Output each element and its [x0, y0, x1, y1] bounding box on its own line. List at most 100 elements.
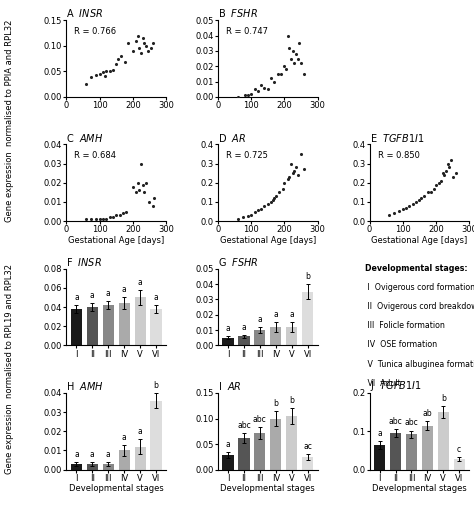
- X-axis label: Gestational Age [days]: Gestational Age [days]: [371, 236, 467, 245]
- Point: [132, 37, 140, 45]
- Bar: [286, 327, 297, 345]
- Text: G  $\it{FSHR}$: G $\it{FSHR}$: [218, 256, 259, 268]
- Point: [442, 167, 450, 175]
- Text: a: a: [257, 315, 262, 324]
- Point: [112, 60, 120, 68]
- Point: [149, 202, 156, 210]
- Point: [430, 184, 438, 192]
- Point: [149, 39, 156, 47]
- Bar: [286, 416, 297, 470]
- Point: [276, 188, 283, 196]
- X-axis label: Gestational Age [days]: Gestational Age [days]: [68, 236, 164, 245]
- Point: [281, 62, 288, 70]
- Point: [301, 165, 308, 173]
- Point: [284, 175, 292, 183]
- Point: [88, 73, 95, 81]
- Point: [440, 171, 448, 179]
- Point: [264, 200, 272, 208]
- Point: [289, 169, 297, 177]
- Point: [119, 210, 127, 218]
- Text: a: a: [90, 450, 95, 459]
- Point: [114, 55, 122, 63]
- Point: [273, 192, 280, 200]
- Bar: [270, 419, 282, 470]
- Point: [417, 194, 425, 202]
- Text: b: b: [305, 272, 310, 281]
- Text: a: a: [289, 310, 294, 319]
- Text: a: a: [377, 429, 382, 438]
- Point: [102, 215, 110, 223]
- Text: B  $\it{FSHR}$: B $\it{FSHR}$: [218, 8, 258, 19]
- Point: [271, 194, 278, 202]
- Point: [106, 213, 113, 221]
- Point: [136, 44, 143, 53]
- Point: [96, 215, 103, 223]
- Bar: [118, 303, 130, 345]
- Point: [129, 47, 137, 55]
- X-axis label: Developmental stages: Developmental stages: [372, 484, 467, 493]
- Point: [109, 66, 117, 74]
- Text: a: a: [74, 293, 79, 302]
- Point: [409, 200, 417, 208]
- Text: ab: ab: [422, 409, 432, 418]
- Text: a: a: [122, 285, 127, 294]
- Point: [416, 196, 423, 204]
- Point: [386, 212, 393, 220]
- Text: a: a: [226, 324, 230, 333]
- Point: [101, 72, 109, 80]
- Point: [254, 206, 262, 214]
- Text: F  $\it{INSR}$: F $\it{INSR}$: [66, 256, 102, 268]
- Bar: [302, 292, 313, 345]
- Text: b: b: [441, 394, 446, 403]
- Bar: [71, 309, 82, 345]
- Point: [124, 39, 132, 47]
- Point: [271, 78, 278, 86]
- Text: R = 0.684: R = 0.684: [74, 152, 116, 160]
- Point: [142, 42, 150, 50]
- Text: a: a: [74, 450, 79, 459]
- Bar: [254, 433, 265, 470]
- Point: [406, 202, 413, 210]
- Point: [446, 164, 453, 172]
- Point: [254, 87, 262, 95]
- Point: [102, 67, 110, 75]
- Bar: [103, 305, 114, 345]
- Bar: [87, 307, 98, 345]
- X-axis label: Gestational Age [days]: Gestational Age [days]: [219, 236, 316, 245]
- Point: [296, 39, 303, 47]
- Point: [146, 198, 153, 206]
- Text: abc: abc: [253, 415, 267, 424]
- Point: [147, 44, 155, 53]
- Point: [286, 44, 293, 52]
- Text: a: a: [122, 433, 127, 442]
- Point: [96, 70, 103, 78]
- Point: [301, 70, 308, 78]
- Bar: [238, 438, 249, 470]
- Point: [297, 59, 305, 67]
- Point: [402, 204, 410, 212]
- Point: [261, 202, 268, 210]
- Point: [432, 181, 440, 189]
- Text: V  Tunica albuginea formation: V Tunica albuginea formation: [365, 360, 474, 369]
- Bar: [454, 459, 465, 470]
- Text: R = 0.747: R = 0.747: [226, 27, 268, 36]
- Point: [292, 164, 300, 172]
- Point: [88, 215, 95, 223]
- Text: Gene expression  normalised to PPIA and RPL32: Gene expression normalised to PPIA and R…: [5, 20, 14, 222]
- Point: [137, 49, 145, 58]
- X-axis label: Developmental stages: Developmental stages: [220, 484, 315, 493]
- Text: abc: abc: [237, 421, 251, 430]
- Point: [287, 160, 295, 168]
- Point: [291, 167, 298, 175]
- Point: [452, 169, 460, 177]
- Point: [141, 39, 148, 47]
- Point: [444, 160, 451, 168]
- Point: [106, 67, 113, 75]
- Point: [294, 55, 301, 63]
- Point: [449, 173, 456, 181]
- Text: b: b: [289, 396, 294, 405]
- Point: [144, 47, 152, 55]
- Point: [286, 173, 293, 181]
- Text: a: a: [242, 323, 246, 332]
- Bar: [238, 336, 249, 345]
